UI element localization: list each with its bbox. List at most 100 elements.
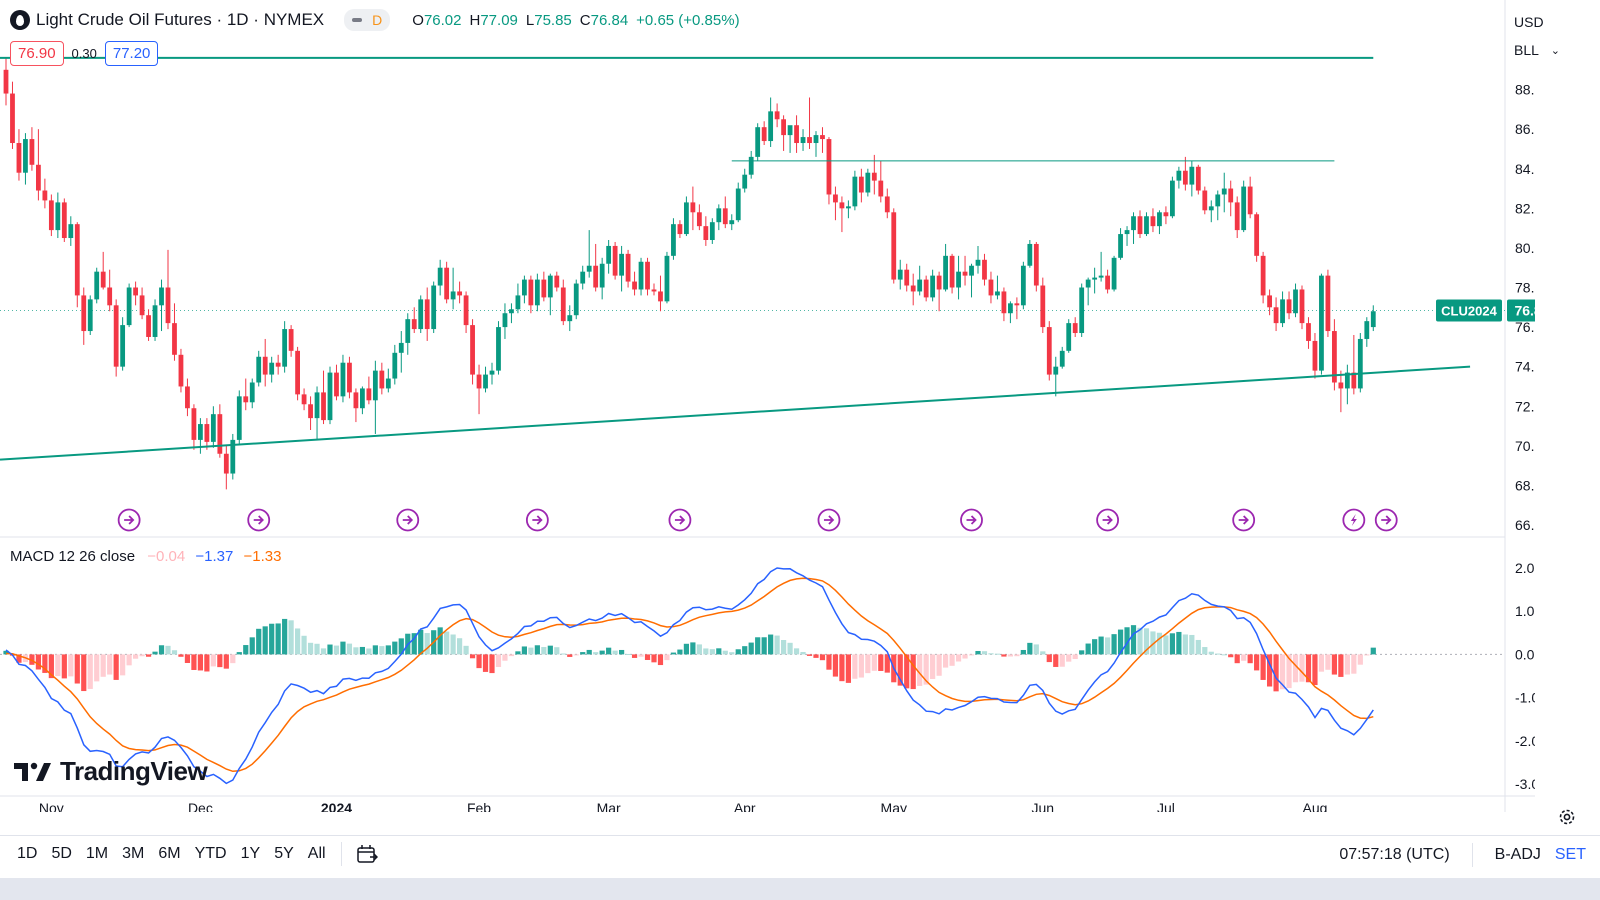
candle-body[interactable] — [1306, 323, 1311, 341]
candle-body[interactable] — [735, 188, 741, 221]
candle-body[interactable] — [10, 93, 15, 144]
candle-body[interactable] — [1040, 285, 1046, 328]
candle-body[interactable] — [411, 319, 417, 330]
tradingview-logo[interactable]: TradingView — [14, 756, 208, 787]
candle-body[interactable] — [463, 295, 469, 326]
candle-body[interactable] — [1079, 287, 1085, 334]
candle-body[interactable] — [982, 259, 987, 280]
candle-body[interactable] — [897, 269, 903, 280]
candle-body[interactable] — [295, 350, 300, 395]
candle-body[interactable] — [761, 127, 767, 142]
candle-body[interactable] — [340, 362, 346, 397]
candle-body[interactable] — [470, 325, 475, 375]
candle-body[interactable] — [1014, 303, 1020, 306]
candle-body[interactable] — [107, 287, 113, 306]
candle-body[interactable] — [1150, 216, 1156, 227]
candle-body[interactable] — [437, 267, 443, 286]
candle-body[interactable] — [645, 261, 650, 290]
candle-body[interactable] — [379, 370, 385, 389]
candle-body[interactable] — [1092, 277, 1098, 280]
candle-body[interactable] — [560, 287, 566, 322]
candle-body[interactable] — [684, 202, 689, 235]
candle-body[interactable] — [904, 269, 910, 286]
candle-body[interactable] — [742, 174, 748, 189]
candle-body[interactable] — [146, 315, 151, 337]
candle-body[interactable] — [489, 370, 495, 375]
candle-body[interactable] — [625, 253, 631, 282]
candle-body[interactable] — [917, 279, 923, 292]
candle-body[interactable] — [554, 275, 560, 288]
candle-body[interactable] — [975, 259, 981, 266]
candle-body[interactable] — [360, 388, 365, 409]
candle-body[interactable] — [1260, 255, 1266, 296]
candle-body[interactable] — [696, 212, 702, 227]
gear-icon[interactable] — [1556, 806, 1578, 828]
candle-body[interactable] — [839, 202, 845, 209]
candle-body[interactable] — [418, 299, 424, 330]
candle-body[interactable] — [858, 176, 864, 193]
unit-select[interactable]: BLL ⌄ — [1508, 36, 1564, 64]
bid-price-button[interactable]: 76.90 — [10, 41, 64, 66]
candle-body[interactable] — [1182, 170, 1188, 185]
candle-body[interactable] — [1046, 327, 1052, 375]
candle-body[interactable] — [301, 394, 307, 405]
candle-body[interactable] — [586, 265, 592, 272]
candle-body[interactable] — [1144, 216, 1149, 235]
candle-body[interactable] — [42, 190, 48, 201]
candle-body[interactable] — [126, 287, 132, 326]
candle-body[interactable] — [541, 279, 547, 298]
candle-body[interactable] — [787, 125, 793, 136]
candle-body[interactable] — [1247, 186, 1253, 215]
badj-toggle[interactable]: B-ADJ — [1494, 845, 1541, 863]
macd-signal-line[interactable] — [5, 577, 1374, 773]
candle-body[interactable] — [48, 200, 54, 231]
candle-body[interactable] — [878, 180, 884, 197]
candle-body[interactable] — [1215, 194, 1221, 207]
candle-body[interactable] — [1273, 307, 1279, 324]
candle-body[interactable] — [820, 135, 825, 140]
candle-body[interactable] — [1085, 279, 1091, 288]
candle-body[interactable] — [502, 313, 508, 328]
candle-body[interactable] — [567, 315, 573, 322]
calendar-goto-icon[interactable] — [356, 844, 378, 864]
candle-body[interactable] — [1118, 234, 1123, 258]
candle-body[interactable] — [210, 414, 216, 442]
candle-body[interactable] — [846, 206, 851, 209]
candle-body[interactable] — [884, 196, 890, 213]
candle-body[interactable] — [593, 265, 599, 288]
candle-body[interactable] — [269, 362, 275, 375]
candle-body[interactable] — [619, 253, 624, 276]
candle-body[interactable] — [1170, 180, 1175, 217]
candle-body[interactable] — [1202, 190, 1208, 211]
candle-body[interactable] — [450, 291, 456, 300]
candle-body[interactable] — [1059, 350, 1065, 367]
candle-body[interactable] — [612, 245, 618, 276]
candle-body[interactable] — [599, 263, 605, 288]
candle-body[interactable] — [133, 287, 138, 296]
support-trendline[interactable] — [0, 365, 1471, 461]
candle-body[interactable] — [949, 255, 955, 288]
visibility-toggle[interactable]: D — [344, 9, 391, 31]
candle-body[interactable] — [1280, 299, 1285, 324]
candle-body[interactable] — [327, 372, 333, 421]
candle-body[interactable] — [282, 329, 288, 367]
candle-body[interactable] — [23, 139, 28, 173]
candle-body[interactable] — [204, 424, 210, 442]
candle-body[interactable] — [1027, 243, 1033, 266]
utc-clock[interactable]: 07:57:18 (UTC) — [1339, 845, 1450, 863]
candle-body[interactable] — [81, 295, 87, 332]
candle-body[interactable] — [1357, 338, 1363, 389]
candle-body[interactable] — [185, 386, 190, 409]
ask-price-button[interactable]: 77.20 — [104, 41, 159, 66]
symbol-title[interactable]: Light Crude Oil Futures · 1D · NYMEX — [36, 10, 325, 29]
candle-body[interactable] — [61, 202, 67, 239]
candle-body[interactable] — [528, 279, 534, 306]
candle-body[interactable] — [1364, 321, 1370, 339]
candle-body[interactable] — [321, 392, 326, 421]
candle-body[interactable] — [690, 202, 696, 213]
candle-body[interactable] — [729, 220, 735, 225]
candle-body[interactable] — [833, 194, 838, 203]
candle-body[interactable] — [1221, 188, 1227, 195]
candle-body[interactable] — [120, 325, 126, 367]
candle-body[interactable] — [865, 172, 871, 193]
